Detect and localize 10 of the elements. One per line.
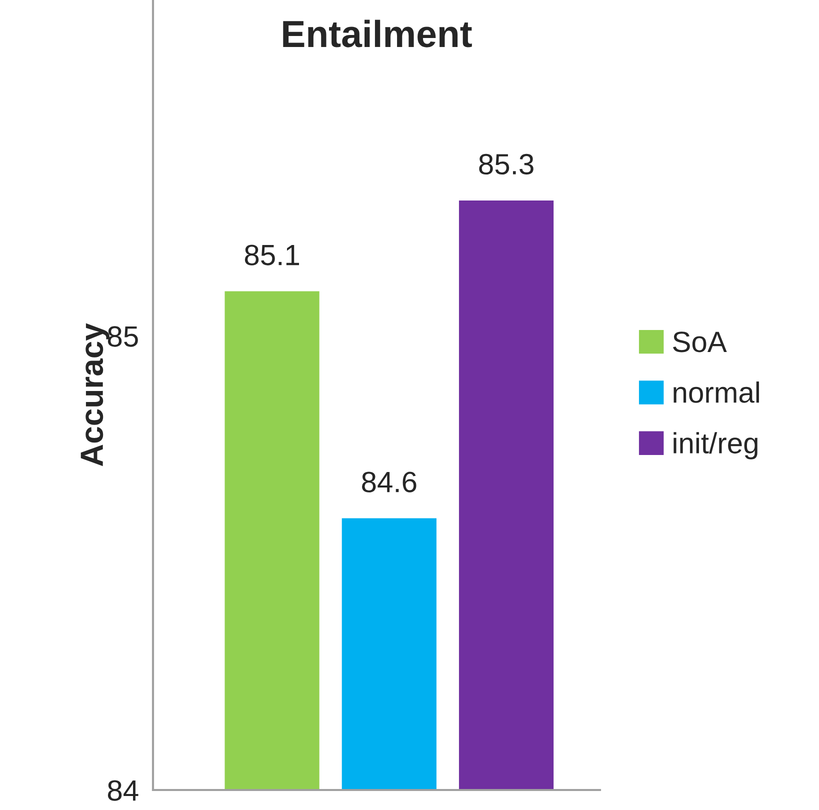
legend-label: normal — [674, 381, 759, 403]
legend-label: SoA — [673, 332, 727, 352]
data-label: 84.6 — [362, 472, 416, 492]
y-axis-title: Accuracy — [80, 323, 110, 466]
data-label: 85.3 — [479, 154, 534, 175]
data-label: 85.1 — [244, 244, 300, 266]
chart-title: Entailment — [283, 20, 472, 48]
y-tick-label: 84 — [108, 780, 138, 801]
y-tick-label: 85 — [108, 326, 138, 347]
legend-label: init/reg — [674, 432, 758, 460]
